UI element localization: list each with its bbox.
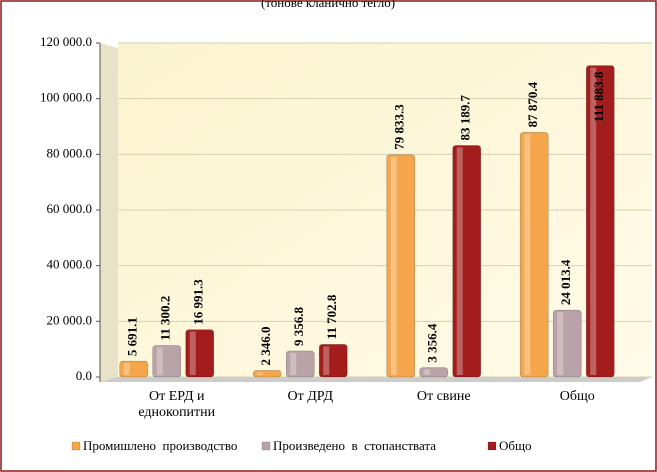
bar-shine [590, 67, 597, 375]
legend-swatch [487, 441, 497, 451]
bar-shine [156, 347, 163, 375]
data-label: 79 833.3 [392, 104, 407, 150]
bar-shine [257, 372, 264, 375]
y-tick-label: 80 000.0 [47, 145, 93, 160]
bar-shine [423, 369, 430, 375]
bar-shine [390, 156, 397, 375]
bar [452, 145, 482, 378]
chart-subtitle: (тонове кланично тегло) [261, 0, 395, 10]
x-tick-label: От ЕРД и еднокопитни [138, 389, 216, 420]
y-tick-label: 40 000.0 [47, 257, 93, 272]
bar [318, 344, 348, 378]
bar [419, 367, 449, 378]
x-tick-label: Общо [559, 389, 595, 404]
bar [585, 65, 615, 378]
x-tick-label: От ДРД [287, 389, 334, 404]
legend-label: Общо [499, 438, 532, 453]
y-tick-label: 20 000.0 [47, 312, 93, 327]
y-tick-label: 60 000.0 [47, 201, 93, 216]
data-label: 83 189.7 [458, 94, 473, 140]
data-label: 9 356.8 [291, 306, 306, 346]
bar-shine [290, 352, 297, 375]
data-label: 2 346.0 [258, 326, 273, 365]
data-label: 16 991.3 [191, 279, 206, 325]
bar-shine [123, 363, 130, 375]
bar [285, 350, 315, 378]
legend-label: Произведено в стопанствата [273, 438, 436, 453]
data-label: 3 356.4 [425, 323, 440, 363]
legend-swatch [261, 441, 271, 451]
x-tick-label: От свине [416, 389, 471, 404]
data-label: 87 870.4 [525, 81, 540, 127]
bar [386, 154, 416, 378]
bar-shine [557, 312, 564, 375]
data-label: 111 883.8 [591, 71, 606, 122]
legend-label: Промишлено производство [83, 438, 237, 453]
data-label: 5 691.1 [125, 317, 140, 356]
side-wall [100, 43, 118, 382]
legend-swatch [71, 441, 81, 451]
bar [185, 329, 215, 378]
data-label: 24 013.4 [558, 259, 573, 305]
floor [100, 377, 652, 382]
bar [252, 370, 282, 378]
bar-shine [456, 147, 463, 375]
bar-shine [189, 331, 196, 375]
bar [519, 132, 549, 378]
data-label: 11 300.2 [158, 296, 173, 341]
bar-shine [524, 134, 531, 375]
bar [552, 309, 582, 378]
bar [152, 345, 182, 378]
bar [119, 360, 149, 378]
y-tick-label: 0.0 [76, 368, 92, 383]
bar-shine [323, 346, 330, 375]
y-tick-label: 120 000.0 [40, 34, 92, 49]
data-label: 11 702.8 [324, 294, 339, 339]
y-tick-label: 100 000.0 [40, 90, 92, 105]
